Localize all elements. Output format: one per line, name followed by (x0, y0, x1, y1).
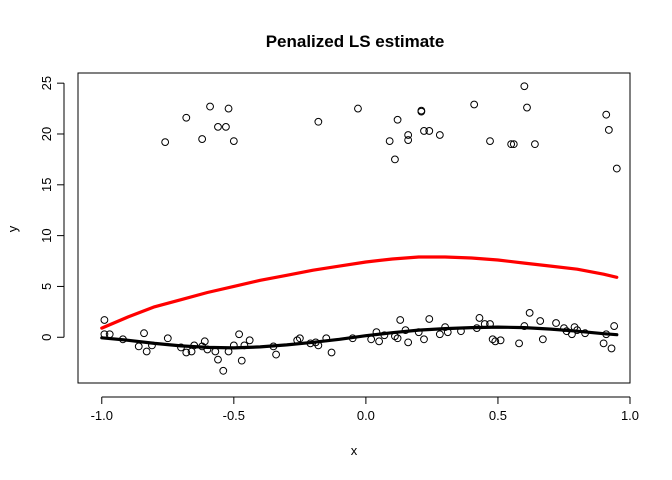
x-tick-label: 0.5 (489, 408, 507, 423)
data-point (610, 322, 619, 330)
data-point (327, 348, 336, 357)
y-tick-label: 20 (39, 127, 54, 141)
chart-title: Penalized LS estimate (266, 32, 445, 51)
data-point (488, 335, 497, 344)
y-axis-label: y (5, 225, 20, 232)
data-point (198, 135, 207, 143)
data-point (509, 140, 518, 149)
data-point (420, 127, 428, 135)
data-point (523, 103, 531, 112)
data-point (237, 356, 246, 365)
data-point (272, 350, 280, 359)
x-tick-label: -1.0 (91, 408, 113, 423)
data-point (219, 366, 228, 375)
y-tick-label: 5 (39, 283, 54, 290)
data-point (404, 338, 413, 347)
y-axis: 0 5 10 15 20 25 (39, 76, 65, 341)
data-point (235, 330, 244, 339)
x-tick-label: -0.5 (223, 408, 245, 423)
data-point (385, 137, 394, 145)
x-tick-label: 1.0 (621, 408, 639, 423)
data-point (163, 334, 172, 343)
x-axis: -1.0 -0.5 0.0 0.5 1.0 (91, 396, 639, 423)
data-point (599, 339, 608, 348)
data-point (100, 316, 109, 324)
data-point (604, 126, 613, 134)
data-point (182, 113, 191, 122)
y-tick-label: 0 (39, 334, 54, 341)
data-point (515, 339, 523, 348)
data-point (491, 337, 500, 346)
data-point (182, 348, 191, 357)
data-point (536, 317, 545, 325)
data-point (507, 140, 516, 149)
data-point (404, 131, 413, 139)
data-point (134, 342, 143, 351)
data-point (525, 308, 534, 317)
data-point (612, 164, 621, 173)
plot-frame (77, 72, 631, 384)
y-tick-label: 15 (39, 178, 54, 192)
data-point (161, 138, 170, 147)
data-point (552, 319, 560, 327)
data-point (435, 330, 444, 339)
data-point (607, 344, 616, 353)
data-point (245, 336, 254, 345)
data-point (354, 104, 362, 113)
data-point (396, 316, 405, 324)
data-point (531, 140, 539, 149)
data-point (391, 155, 399, 164)
data-point (314, 117, 323, 126)
data-point (486, 137, 494, 145)
y-tick-label: 10 (39, 228, 54, 242)
data-point (200, 337, 209, 346)
data-point (425, 127, 434, 135)
scatter-points (100, 82, 621, 375)
data-point (222, 122, 230, 131)
smooth-fit-line (100, 325, 619, 350)
data-point (496, 336, 505, 345)
x-axis-label: x (351, 443, 358, 458)
data-point (520, 82, 529, 91)
data-point (435, 131, 444, 139)
data-point (393, 115, 402, 124)
data-point (224, 104, 233, 113)
data-point (602, 110, 611, 119)
data-point (295, 334, 304, 343)
y-tick-label: 25 (39, 76, 54, 90)
data-point (140, 329, 148, 338)
penalized-fit-line (100, 255, 619, 330)
data-point (142, 347, 151, 356)
data-point (375, 337, 383, 346)
data-point (425, 315, 434, 323)
fit-lines (100, 255, 619, 350)
data-point (420, 335, 428, 344)
data-point (417, 106, 426, 115)
data-point (229, 137, 238, 145)
data-point (475, 314, 484, 322)
data-point (393, 334, 402, 343)
data-point (214, 122, 222, 131)
data-point (404, 136, 413, 144)
data-point (214, 355, 222, 364)
data-point (206, 102, 214, 111)
data-point (538, 335, 547, 344)
x-tick-label: 0.0 (357, 408, 375, 423)
data-point (470, 100, 479, 109)
